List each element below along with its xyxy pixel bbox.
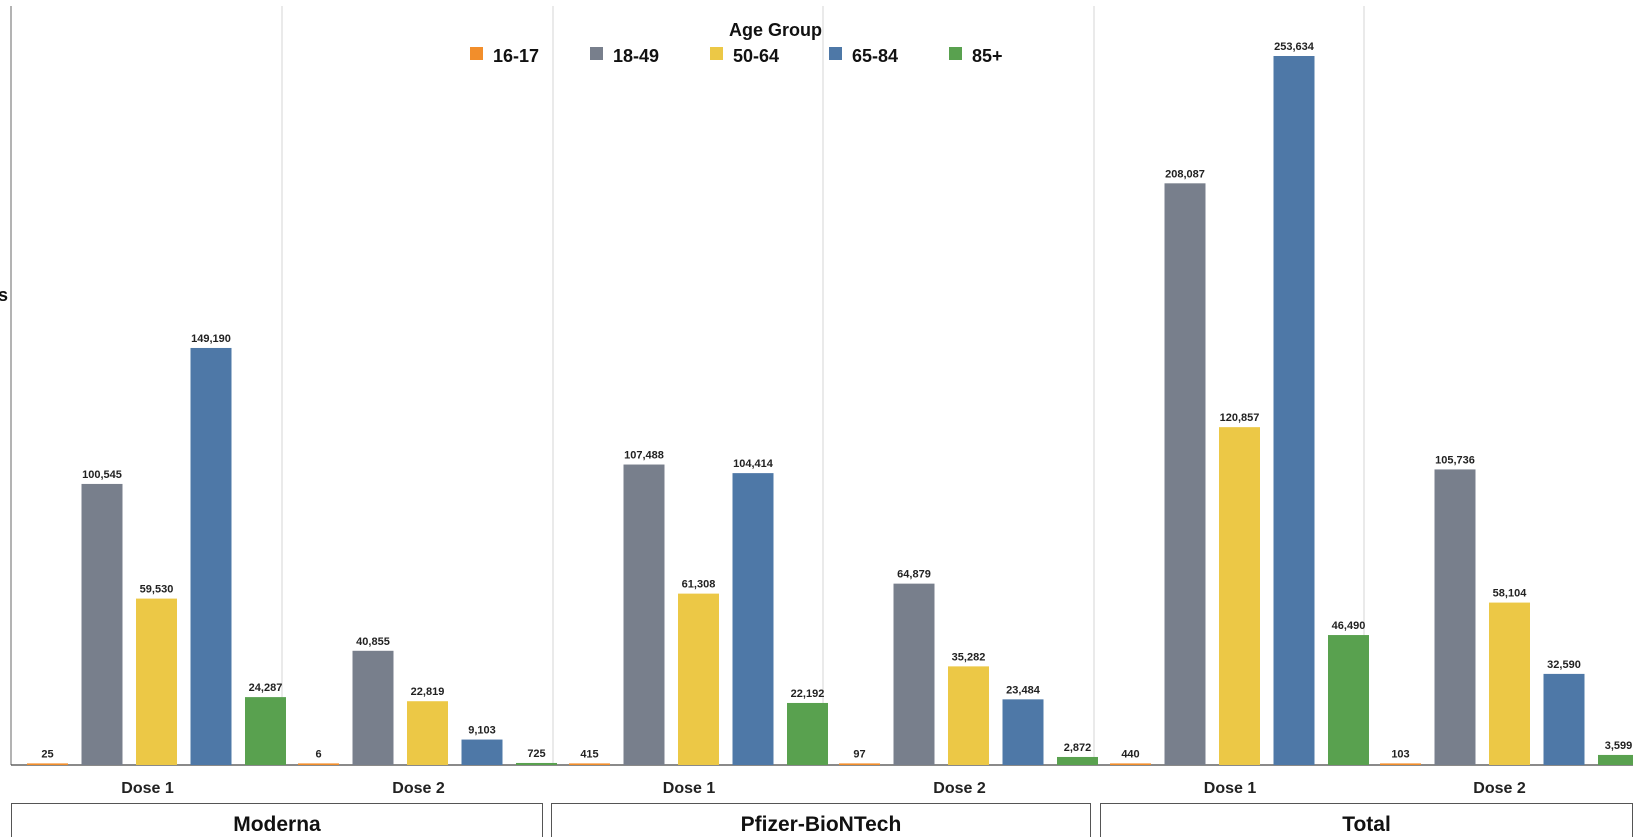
bar-value-label: 149,190 [191, 333, 231, 345]
legend-entry: 16-17 [493, 46, 539, 66]
bar-value-label: 61,308 [682, 579, 716, 591]
bar-50-64 [678, 593, 719, 765]
vaccine-group-box [11, 803, 543, 837]
bar-85+ [245, 697, 286, 765]
bar-value-label: 105,736 [1435, 454, 1475, 466]
bar-85+ [1598, 754, 1633, 765]
bar-value-label: 22,819 [411, 686, 445, 698]
dose-label: Dose 2 [933, 780, 986, 797]
bar-65-84 [461, 739, 503, 765]
bar-value-label: 6 [315, 748, 321, 760]
bar-labels: 25 100,545 59,530 149,190 24,287 6 40,855 22,81… [41, 41, 1632, 760]
legend-title: Age Group [729, 20, 822, 40]
bar-value-label: 440 [1121, 748, 1139, 760]
bar-65-84 [732, 473, 774, 765]
panel-separators [10, 6, 1365, 765]
legend-swatch [829, 47, 842, 60]
bar-18-49 [352, 650, 394, 765]
bar-value-label: 3,599 [1605, 740, 1633, 752]
bar-value-label: 22,192 [791, 688, 825, 700]
bar-value-label: 208,087 [1165, 168, 1205, 180]
bars [27, 56, 1633, 765]
bar-value-label: 107,488 [624, 450, 664, 462]
bar-16-17 [298, 763, 339, 765]
bar-18-49 [623, 464, 665, 765]
legend: Age Group 16-17 18-49 50-64 65-84 85+ [470, 20, 1003, 66]
bar-value-label: 9,103 [468, 725, 496, 737]
bar-value-label: 35,282 [952, 651, 986, 663]
legend-swatch [710, 47, 723, 60]
bar-value-label: 59,530 [140, 584, 174, 596]
dose-label: Dose 2 [392, 780, 445, 797]
bar-value-label: 253,634 [1274, 41, 1315, 53]
bar-16-17 [1380, 763, 1421, 765]
bar-18-49 [1434, 469, 1476, 765]
vaccine-label: Total [1342, 813, 1391, 836]
vaccine-labels: Moderna Pfizer-BioNTech Total [11, 803, 1633, 837]
bar-18-49 [893, 583, 935, 765]
legend-swatch [590, 47, 603, 60]
legend-entry: 65-84 [852, 46, 898, 66]
bar-value-label: 415 [580, 748, 598, 760]
bar-16-17 [27, 763, 68, 765]
bar-value-label: 23,484 [1006, 684, 1041, 696]
legend-entry: 85+ [972, 46, 1003, 66]
bar-value-label: 120,857 [1220, 412, 1260, 424]
bar-value-label: 100,545 [82, 469, 122, 481]
bar-value-label: 97 [853, 748, 865, 760]
legend-entry: 50-64 [733, 46, 779, 66]
bar-16-17 [839, 763, 880, 765]
bar-85+ [1057, 756, 1098, 765]
bar-value-label: 32,590 [1547, 659, 1581, 671]
bar-value-label: 725 [527, 748, 545, 760]
bar-50-64 [136, 598, 177, 765]
dose-label: Dose 1 [1204, 780, 1257, 797]
dose-labels: Dose 1 Dose 2 Dose 1 Dose 2 Dose 1 Dose 2 [121, 780, 1526, 797]
bar-value-label: 64,879 [897, 569, 931, 581]
bar-85+ [787, 702, 828, 765]
bar-value-label: 58,104 [1493, 588, 1528, 600]
bar-50-64 [948, 666, 989, 765]
bar-18-49 [81, 483, 123, 765]
legend-swatch [949, 47, 962, 60]
vaccine-label: Pfizer-BioNTech [741, 813, 902, 836]
bar-16-17 [569, 763, 610, 765]
bar-65-84 [1543, 673, 1585, 765]
bar-value-label: 40,855 [356, 636, 390, 648]
dose-label: Dose 1 [121, 780, 174, 797]
bar-value-label: 46,490 [1332, 620, 1366, 632]
bar-18-49 [1164, 183, 1206, 765]
y-axis-label-fragment: s [0, 285, 8, 305]
bar-value-label: 104,414 [733, 458, 774, 470]
bar-value-label: 103 [1391, 748, 1409, 760]
bar-16-17 [1110, 763, 1151, 765]
bar-value-label: 24,287 [249, 682, 283, 694]
bar-value-label: 2,872 [1064, 742, 1092, 754]
bar-85+ [1328, 635, 1369, 765]
dose-label: Dose 2 [1473, 780, 1526, 797]
bar-85+ [516, 762, 557, 765]
vaccine-label: Moderna [233, 813, 321, 836]
bar-50-64 [1489, 602, 1530, 765]
bar-65-84 [1273, 56, 1315, 765]
legend-entry: 18-49 [613, 46, 659, 66]
legend-swatch [470, 47, 483, 60]
bar-value-label: 25 [41, 748, 53, 760]
bar-65-84 [190, 347, 232, 765]
bar-65-84 [1002, 699, 1044, 765]
bar-50-64 [407, 701, 448, 765]
vaccine-group-box [551, 803, 1091, 837]
dose-label: Dose 1 [663, 780, 716, 797]
bar-50-64 [1219, 427, 1260, 765]
